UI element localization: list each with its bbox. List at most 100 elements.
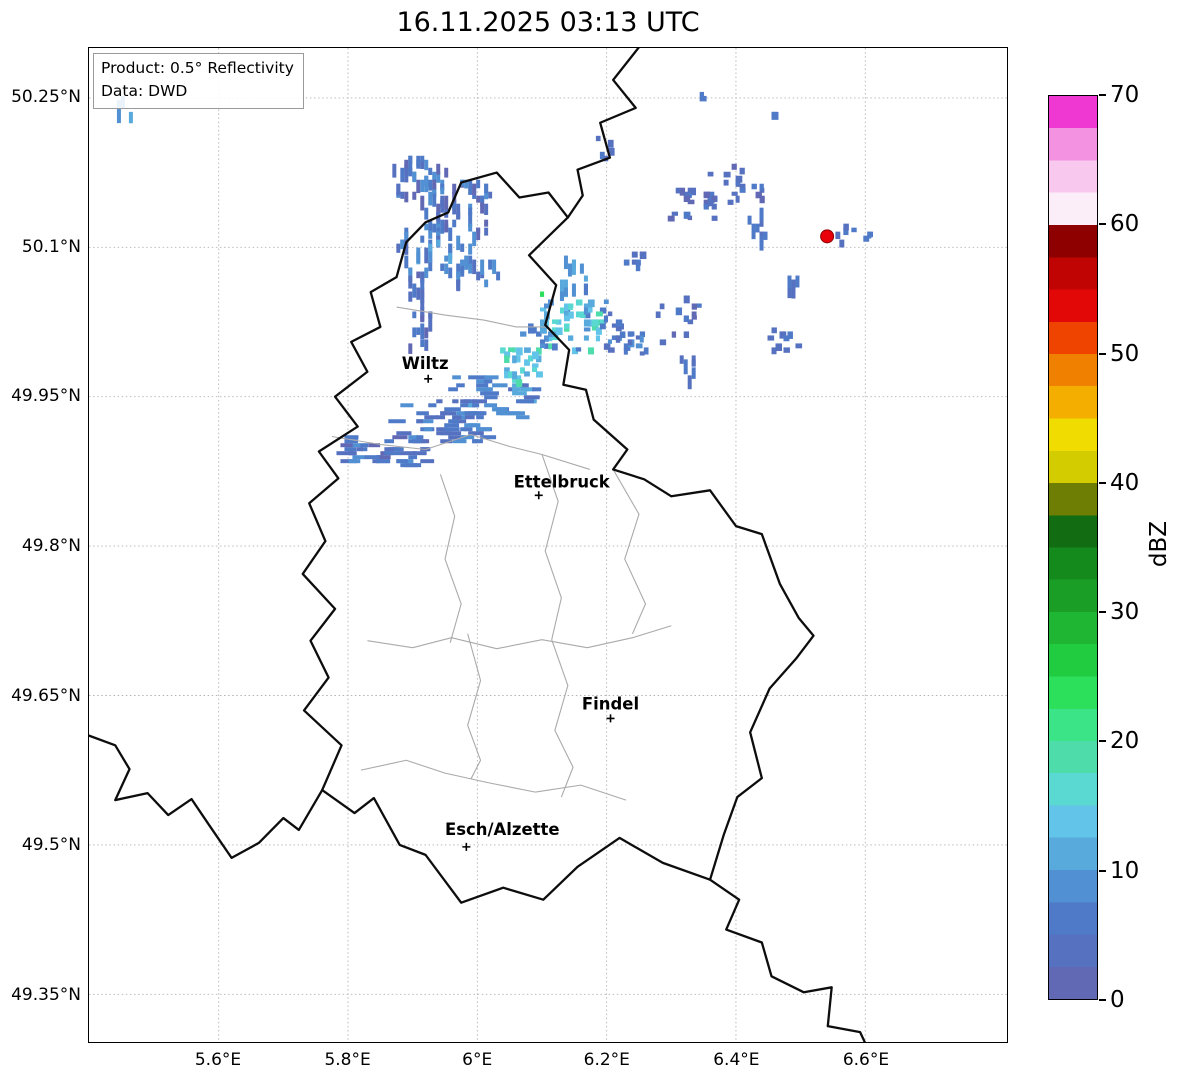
radar-echo-cell [444,427,460,432]
radar-echo-cell [532,367,538,372]
radar-echo-cell [504,371,510,379]
radar-echo-cell [595,135,601,142]
radar-echo-cell [444,263,449,275]
colorbar-tick [1099,740,1106,743]
radar-echo-cell [384,439,395,444]
radar-echo-cell [500,347,506,354]
radar-echo-cell [488,259,493,270]
radar-echo-cell [779,331,786,339]
radar-echo-cell [687,319,694,325]
radar-echo-cell [468,179,473,195]
radar-echo-cell [416,419,434,424]
radar-echo-cell [735,175,743,183]
radar-echo-cell [759,195,765,204]
radar-echo-cell [635,335,642,340]
radar-echo-cell [579,311,586,319]
colorbar [1048,95,1098,1000]
radar-echo-cell [599,307,607,314]
radar-echo-cell [691,355,696,367]
radar-echo-cell [583,319,591,327]
radar-echo-cell [468,255,473,268]
radar-echo-cell [639,351,645,356]
radar-echo-cell [635,259,641,266]
radar-echo-cell [400,239,405,250]
radar-echo-cell [416,159,421,169]
radar-echo-cell [631,259,637,265]
radar-echo-cell [571,259,576,275]
colorbar-tick [1099,352,1106,355]
radar-echo-cell [751,183,757,190]
radar-echo-cell [456,279,461,292]
radar-echo-cell [528,327,535,334]
radar-echo-cell [615,335,621,343]
radar-echo-cell [536,347,542,355]
city-label: Findel [582,694,639,713]
radar-echo-cell [516,399,535,404]
radar-echo-cell [412,451,427,456]
radar-echo-cell [583,283,588,296]
radar-echo-cell [603,315,609,323]
radar-echo-cell [516,379,523,387]
radar-echo-cell [428,167,433,176]
radar-echo-cell [607,347,615,353]
radar-echo-cell [408,343,413,354]
colorbar-tick [1099,999,1106,1001]
radar-echo-cell [476,227,481,234]
radar-echo-cell [404,231,409,242]
colorbar-tick [1099,869,1106,872]
radar-echo-cell [683,295,690,304]
radar-echo-cell [611,323,617,328]
radar-echo-cell [795,343,803,349]
radar-echo-cell [436,171,441,183]
radar-echo-cell [408,455,418,460]
lon-tick-label: 6.6°E [842,1050,890,1070]
radar-echo-cell [348,451,356,456]
lat-tick-label: 49.8°N [21,536,81,557]
colorbar-tick [1099,481,1106,484]
radar-echo-cell [448,227,453,242]
radar-echo-cell [448,435,466,440]
radar-echo-cell [607,147,615,156]
radar-echo-cell [432,179,437,190]
radar-echo-cell [404,191,409,203]
radar-echo-cell [763,231,768,240]
radar-echo-cell [424,339,429,351]
radar-echo-cell [428,311,433,320]
radar-echo-cell [667,215,675,222]
radar-echo-cell [504,355,510,363]
radar-echo-cell [563,327,570,332]
radar-echo-cell [607,339,612,344]
radar-echo-cell [504,351,511,358]
radar-echo-cell [583,327,591,332]
radar-echo-cell [516,415,530,420]
lat-tick-label: 49.35°N [11,985,81,1006]
radar-echo-cell [472,183,477,196]
radar-echo-cell [128,111,133,124]
radar-echo-cell [432,223,437,233]
radar-echo-cell [563,279,568,293]
radar-echo-cell [544,303,550,309]
product-info-box: Product: 0.5° Reflectivity Data: DWD [93,53,304,109]
colorbar-tick-label: 0 [1110,987,1125,1013]
radar-echo-cell [484,183,489,194]
radar-echo-cell [452,419,467,424]
radar-echo-cell [524,347,531,353]
radar-echo-cell [631,251,638,258]
radar-echo-cell [559,291,564,302]
radar-echo-cell [795,275,800,288]
figure-title: 16.11.2025 03:13 UTC [396,7,700,38]
radar-echo-cell [404,239,409,255]
radar-echo-cell [456,235,461,251]
radar-echo-cell [639,251,647,260]
radar-echo-cell [484,227,489,236]
radar-echo-cell [360,443,369,448]
radar-echo-cell [683,195,691,203]
radar-echo-cell [420,279,425,291]
radar-echo-cell [759,187,765,193]
country-border [708,878,866,1042]
radar-echo-cell [452,183,457,195]
colorbar-tick-label: 70 [1110,82,1140,108]
radar-echo-cell [484,203,489,216]
radar-echo-cell [679,187,686,196]
radar-echo-cell [671,211,679,216]
